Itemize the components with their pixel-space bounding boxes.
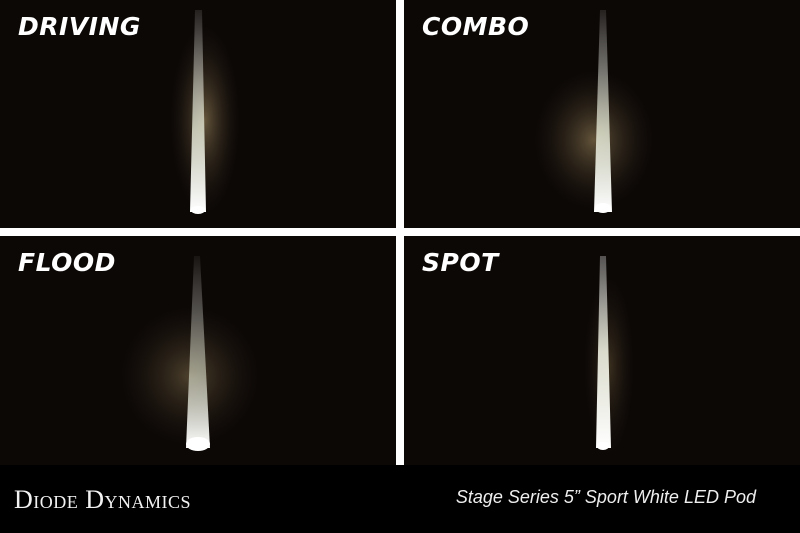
panel-label: DRIVING — [18, 12, 141, 41]
flood-panel: FLOOD — [0, 236, 396, 465]
combo-panel: COMBO — [404, 0, 800, 228]
flood-beam-image — [120, 256, 260, 451]
product-name: Stage Series 5” Sport White LED Pod — [455, 487, 756, 507]
driving-beam-image — [170, 10, 240, 215]
footer-bar: Diode Dynamics Stage Series 5” Sport Whi… — [0, 465, 800, 533]
combo-beam-image — [534, 10, 654, 213]
driving-panel: DRIVING — [0, 0, 396, 228]
brand-logo: Diode Dynamics — [14, 485, 192, 514]
spot-panel: SPOT — [404, 236, 800, 465]
panel-label: SPOT — [422, 248, 499, 277]
panel-label: COMBO — [422, 12, 530, 41]
panel-label: FLOOD — [18, 248, 116, 277]
spot-beam-image — [584, 256, 634, 456]
